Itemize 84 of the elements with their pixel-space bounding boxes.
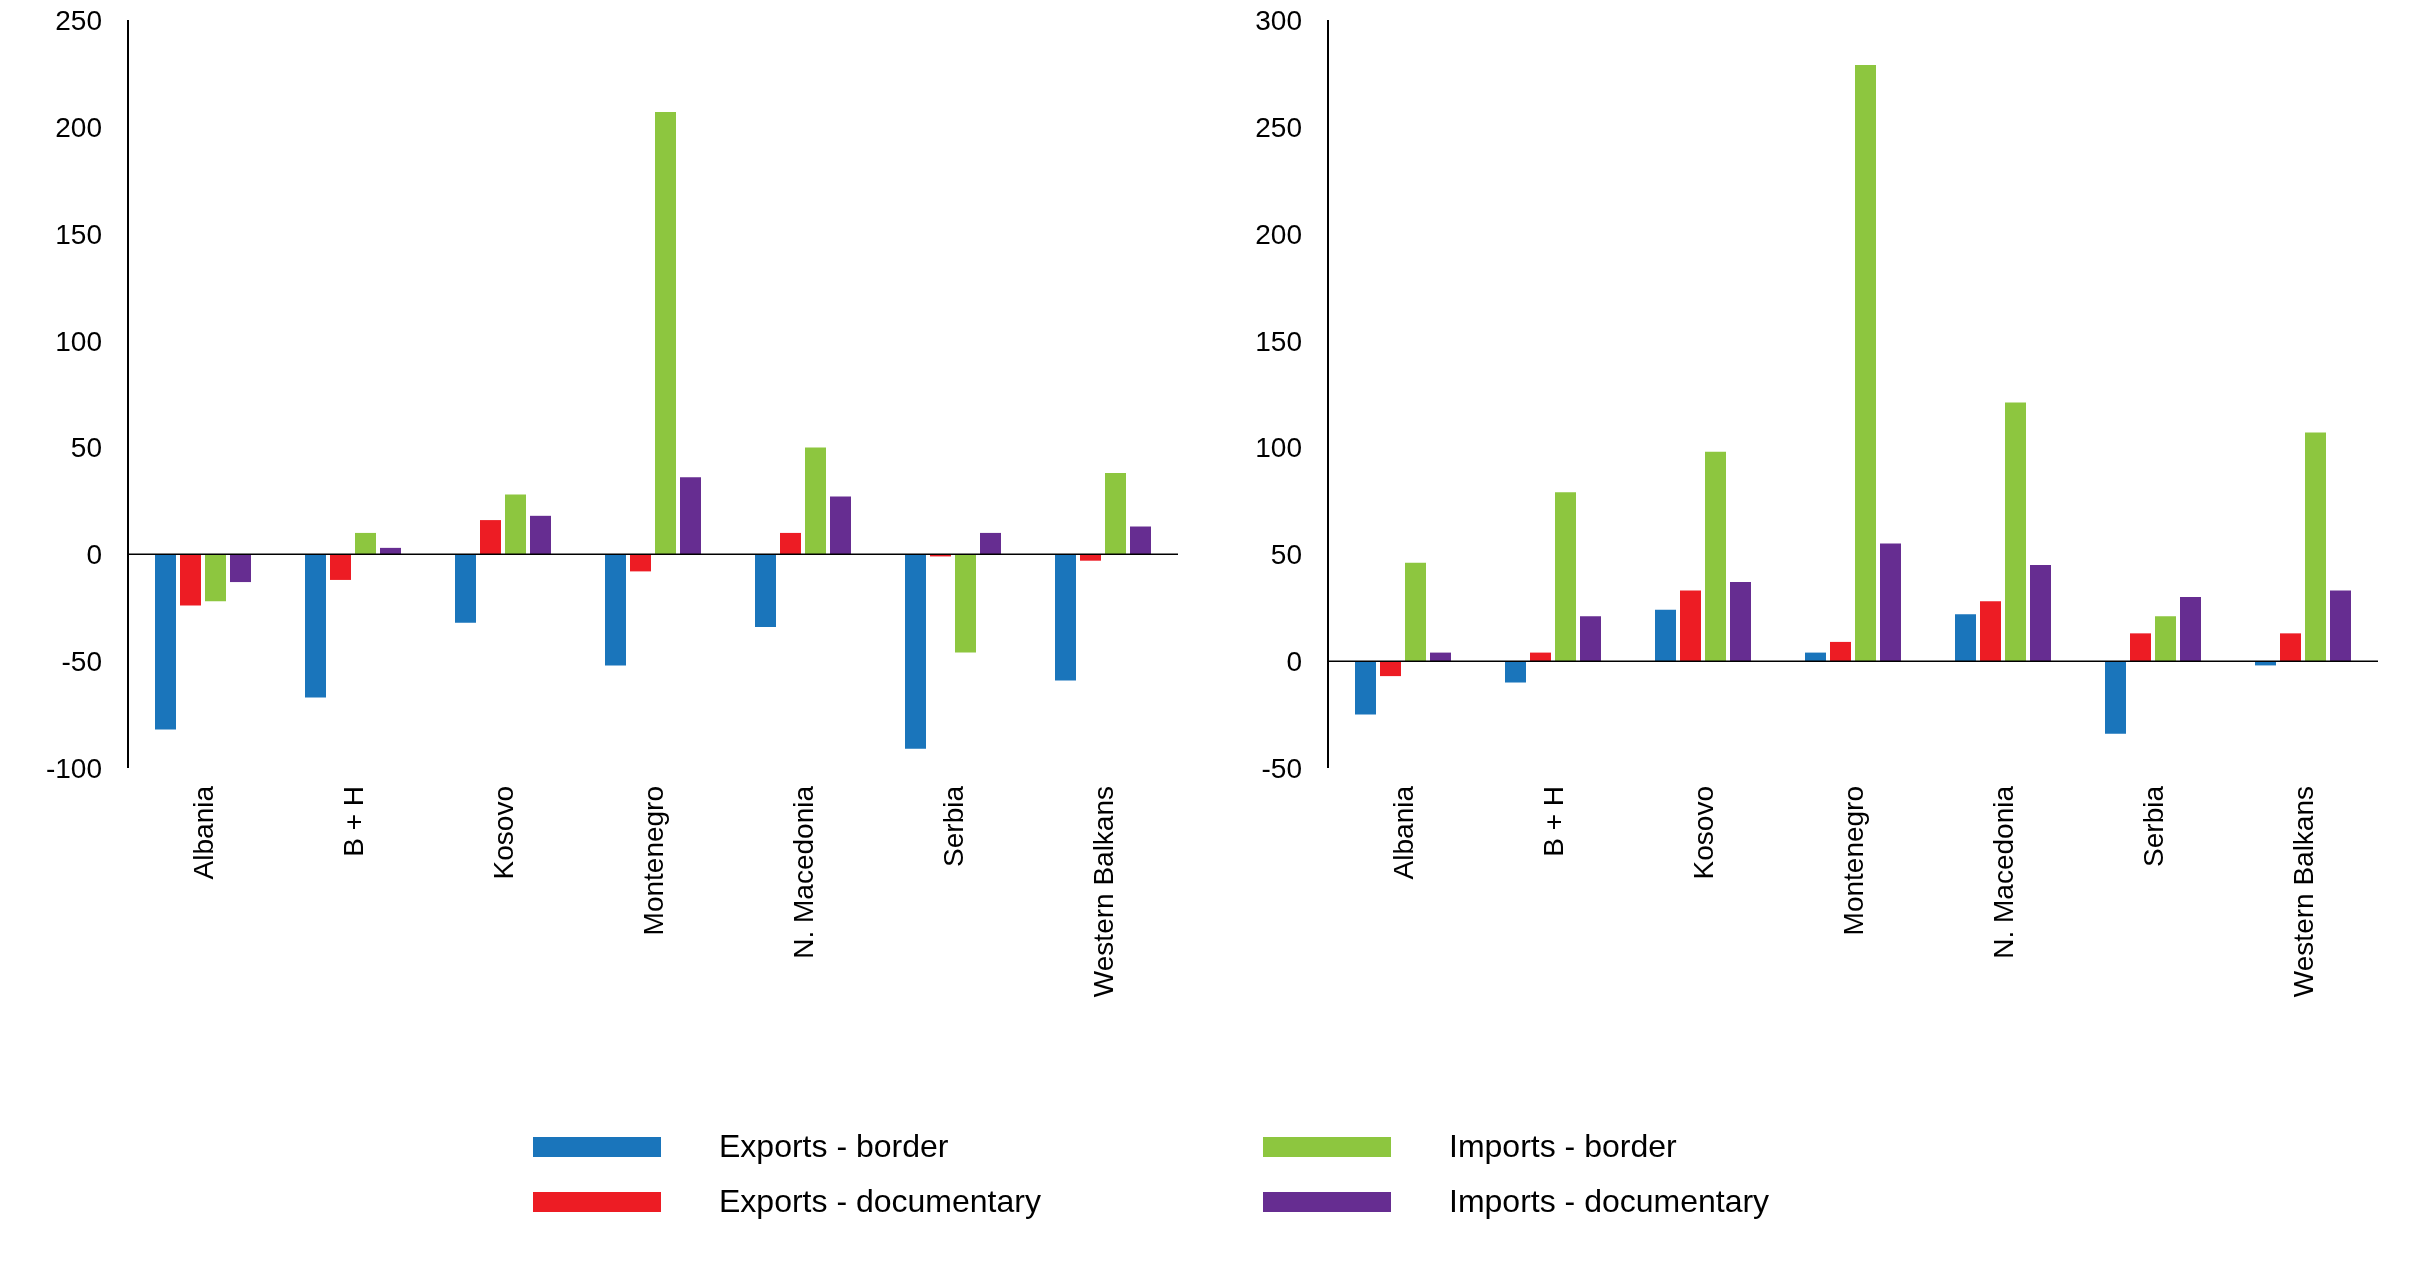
bar bbox=[355, 532, 376, 555]
legend-label: Exports - documentary bbox=[719, 1183, 1041, 1220]
x-tick-label: N. Macedonia bbox=[1987, 785, 2019, 959]
bar bbox=[755, 554, 776, 627]
bar bbox=[1380, 661, 1401, 677]
bar bbox=[2280, 633, 2301, 662]
bar bbox=[2130, 633, 2151, 662]
legend-label: Imports - documentary bbox=[1449, 1183, 1770, 1220]
bar bbox=[1555, 492, 1576, 662]
y-tick-label: -50 bbox=[61, 646, 102, 678]
x-tick-label: Serbia bbox=[2137, 785, 2169, 867]
bar bbox=[1580, 616, 1601, 662]
x-tick-label: Kosovo bbox=[487, 786, 519, 880]
bar bbox=[1055, 554, 1076, 681]
bar bbox=[1655, 609, 1676, 662]
bar bbox=[1830, 641, 1851, 662]
bar bbox=[905, 554, 926, 749]
bar bbox=[1680, 590, 1701, 662]
bar bbox=[530, 515, 551, 555]
y-tick-label: -100 bbox=[45, 752, 102, 784]
bar bbox=[2330, 590, 2351, 662]
x-tick-label: Albania bbox=[1387, 785, 1419, 880]
y-tick-label: 200 bbox=[1255, 218, 1302, 250]
y-tick-label: 50 bbox=[1270, 539, 1302, 571]
y-tick-label: 300 bbox=[1255, 4, 1302, 36]
bar bbox=[680, 477, 701, 555]
bar bbox=[1880, 543, 1901, 662]
bar bbox=[1980, 601, 2001, 662]
y-tick-label: 100 bbox=[1255, 432, 1302, 464]
bar bbox=[1130, 526, 1151, 555]
y-tick-label: 0 bbox=[86, 539, 102, 571]
bar bbox=[205, 554, 226, 602]
bar bbox=[2305, 432, 2326, 662]
x-tick-label: Kosovo bbox=[1687, 786, 1719, 880]
legend-label: Imports - border bbox=[1449, 1128, 1677, 1165]
x-tick-label: Western Balkans bbox=[2287, 786, 2319, 998]
y-tick-label: 250 bbox=[1255, 111, 1302, 143]
bar bbox=[305, 554, 326, 698]
bar bbox=[2180, 597, 2201, 662]
x-tick-label: Montenegro bbox=[1837, 786, 1869, 936]
bar bbox=[1730, 582, 1751, 662]
bar bbox=[1355, 661, 1376, 715]
bar bbox=[1105, 473, 1126, 555]
x-tick-label: Montenegro bbox=[637, 786, 669, 936]
bar bbox=[455, 554, 476, 623]
bar bbox=[1855, 64, 1876, 662]
bar bbox=[780, 532, 801, 555]
x-tick-label: Western Balkans bbox=[1087, 786, 1119, 998]
y-tick-label: 150 bbox=[1255, 325, 1302, 357]
bar bbox=[480, 520, 501, 555]
x-tick-label: N. Macedonia bbox=[787, 785, 819, 959]
bar bbox=[980, 532, 1001, 555]
bar bbox=[330, 554, 351, 580]
bar bbox=[1705, 451, 1726, 662]
bar bbox=[1955, 614, 1976, 662]
bar bbox=[155, 554, 176, 730]
x-tick-label: B + H bbox=[337, 786, 369, 857]
bar bbox=[955, 554, 976, 653]
bar bbox=[505, 494, 526, 555]
legend-label: Exports - border bbox=[719, 1128, 949, 1165]
bar bbox=[2105, 661, 2126, 734]
x-tick-label: Serbia bbox=[937, 785, 969, 867]
bar bbox=[1405, 562, 1426, 662]
bar bbox=[630, 554, 651, 572]
y-tick-label: 100 bbox=[55, 325, 102, 357]
bar bbox=[2030, 564, 2051, 662]
bar bbox=[380, 547, 401, 555]
bar bbox=[180, 554, 201, 606]
bar bbox=[230, 554, 251, 583]
y-tick-label: -50 bbox=[1261, 752, 1302, 784]
y-tick-label: 250 bbox=[55, 4, 102, 36]
bar bbox=[1505, 661, 1526, 683]
y-tick-label: 200 bbox=[55, 111, 102, 143]
bar bbox=[655, 111, 676, 555]
x-tick-label: B + H bbox=[1537, 786, 1569, 857]
bar bbox=[805, 447, 826, 555]
bar bbox=[605, 554, 626, 666]
y-tick-label: 50 bbox=[70, 432, 102, 464]
y-tick-label: 0 bbox=[1286, 646, 1302, 678]
bar bbox=[2155, 616, 2176, 662]
bar bbox=[830, 496, 851, 555]
y-tick-label: 150 bbox=[55, 218, 102, 250]
bar bbox=[2005, 402, 2026, 662]
x-tick-label: Albania bbox=[187, 785, 219, 880]
